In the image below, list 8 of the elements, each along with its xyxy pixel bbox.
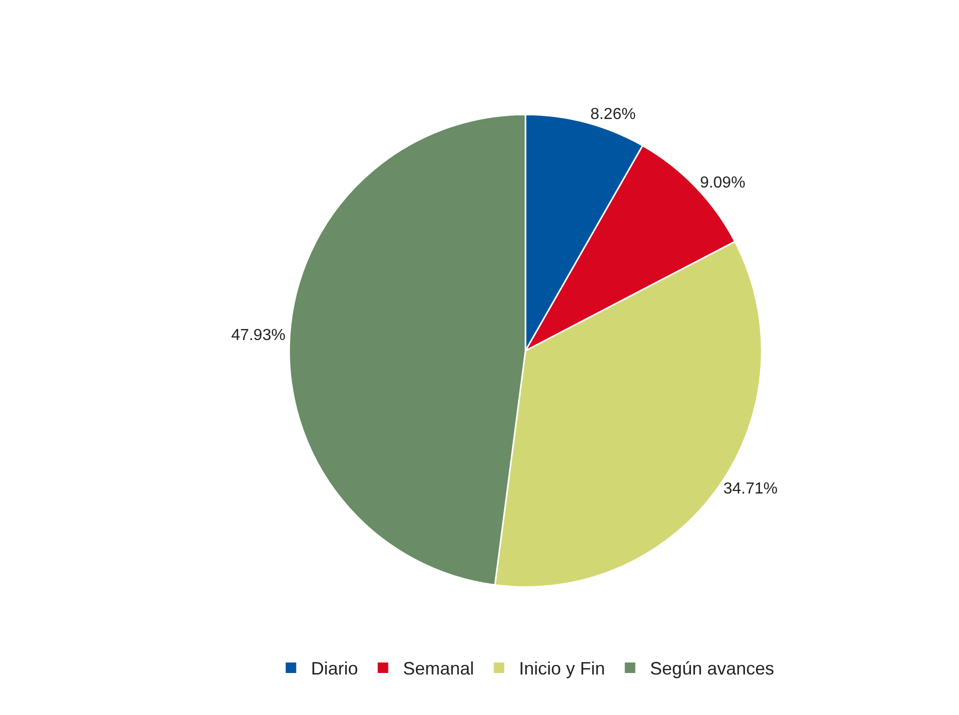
legend-label: Diario — [310, 658, 358, 679]
data-label: 9.09% — [700, 174, 746, 192]
legend-label: Según avances — [650, 658, 774, 679]
legend-label: Semanal — [402, 658, 474, 679]
data-label: 8.26% — [590, 106, 636, 123]
data-label: 47.93% — [231, 326, 286, 344]
data-label: 34.71% — [723, 480, 778, 498]
legend-label: Inicio y Fin — [519, 658, 606, 679]
